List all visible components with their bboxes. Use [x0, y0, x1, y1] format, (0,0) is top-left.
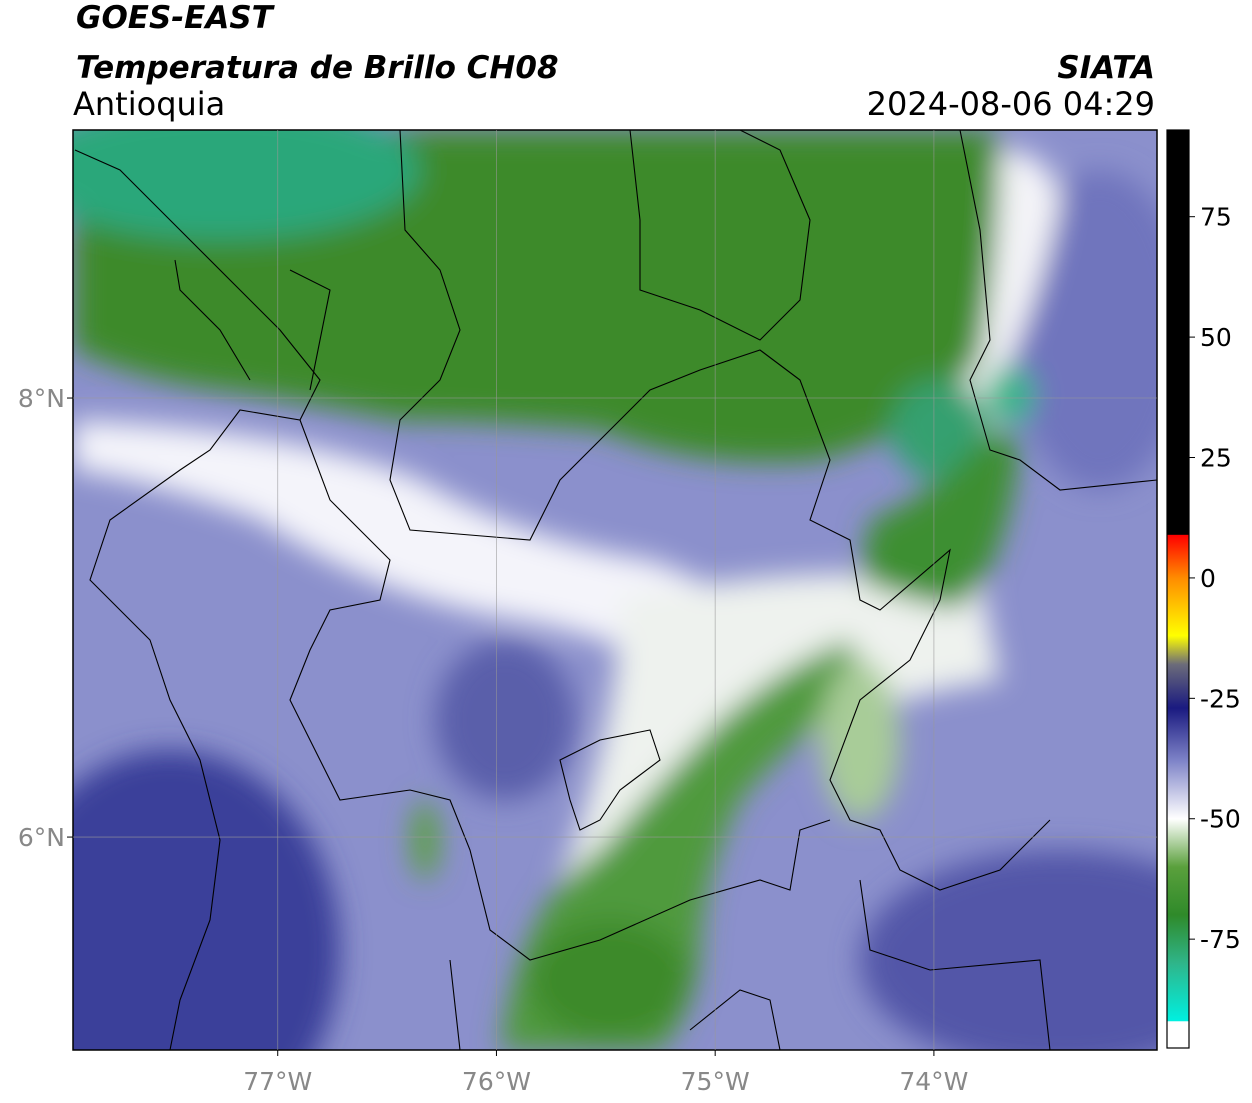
x-tick-label: 75°W — [681, 1067, 750, 1096]
boundaries — [74, 130, 1157, 1050]
x-tick-label: 77°W — [243, 1067, 312, 1096]
x-tick-label: 76°W — [462, 1067, 531, 1096]
colorbar-tick-label: -75 — [1200, 925, 1241, 954]
timestamp: 2024-08-06 04:29 — [867, 85, 1155, 123]
colorbar-tick-label: 50 — [1200, 323, 1232, 352]
colorbar-tick-label: -25 — [1200, 684, 1241, 713]
map-frame — [72, 129, 1158, 1051]
colorbar — [1166, 129, 1190, 1049]
colorbar-tick-label: 25 — [1200, 444, 1232, 473]
satellite-title: GOES-EAST — [76, 0, 276, 36]
agency-label: SIATA — [1057, 50, 1155, 86]
product-title: Temperatura de Brillo CH08 — [76, 50, 559, 86]
colorbar-tick-label: -50 — [1200, 805, 1241, 834]
satellite-image — [73, 130, 1157, 1050]
y-tick-label: 6°N — [18, 823, 65, 852]
y-tick-label: 8°N — [18, 384, 65, 413]
colorbar-tick-label: 0 — [1200, 564, 1216, 593]
colorbar-tick-label: 75 — [1200, 203, 1232, 232]
x-tick-label: 74°W — [899, 1067, 968, 1096]
region-label: Antioquia — [73, 85, 225, 123]
